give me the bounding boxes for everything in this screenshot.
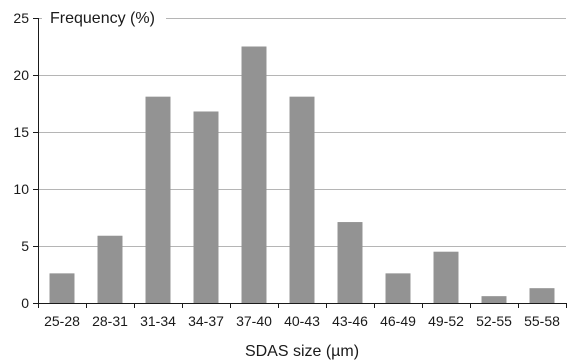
bar-52-55	[481, 296, 507, 303]
x-tick-label-40-43: 40-43	[284, 313, 320, 329]
y-tick-label-10: 10	[13, 181, 29, 197]
y-axis-title-background	[42, 8, 166, 28]
bar-43-46	[337, 222, 363, 303]
bar-37-40	[241, 46, 267, 303]
x-tick-label-31-34: 31-34	[140, 313, 176, 329]
bars	[49, 46, 555, 303]
y-tick-label-25: 25	[13, 10, 29, 26]
x-tick-label-49-52: 49-52	[428, 313, 464, 329]
bar-34-37	[193, 111, 219, 303]
y-axis-title: Frequency (%)	[50, 10, 155, 27]
bar-25-28	[49, 273, 75, 303]
x-tick-label-28-31: 28-31	[92, 313, 128, 329]
x-axis-title: SDAS size (µm)	[245, 343, 359, 360]
x-tick-label-25-28: 25-28	[44, 313, 80, 329]
x-tick-label-37-40: 37-40	[236, 313, 272, 329]
x-tick-label-43-46: 43-46	[332, 313, 368, 329]
bar-31-34	[145, 96, 171, 303]
bar-40-43	[289, 96, 315, 303]
bar-49-52	[433, 251, 459, 303]
bar-55-58	[529, 288, 555, 303]
y-tick-label-15: 15	[13, 124, 29, 140]
x-tick-label-55-58: 55-58	[524, 313, 560, 329]
bar-46-49	[385, 273, 411, 303]
y-tick-label-20: 20	[13, 67, 29, 83]
bar-28-31	[97, 235, 123, 303]
x-tick-label-52-55: 52-55	[476, 313, 512, 329]
y-tick-label-0: 0	[21, 295, 29, 311]
x-tick-labels: 25-28 28-31 31-34 34-37 37-40 40-43 43-46 46-49…	[44, 313, 560, 329]
x-tick-label-34-37: 34-37	[188, 313, 224, 329]
x-tick-label-46-49: 46-49	[380, 313, 416, 329]
y-tick-labels: 0 5 10 15 20 25	[13, 10, 29, 311]
y-tick-label-5: 5	[21, 238, 29, 254]
axes	[33, 18, 567, 308]
